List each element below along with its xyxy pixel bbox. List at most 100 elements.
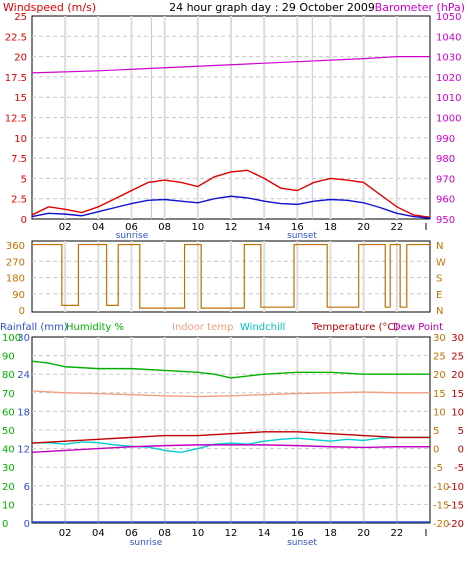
humidity-tick: 10 — [2, 500, 15, 511]
indoor-temp-tick: 15 — [433, 389, 446, 400]
indoor-temp-tick: -10 — [433, 482, 449, 493]
direction-compass-tick: N — [436, 306, 443, 317]
direction-compass-tick: W — [436, 257, 446, 268]
rainfall-tick: 12 — [17, 445, 30, 456]
temp-x-tick: 06 — [125, 528, 138, 539]
wind-x-tick: 20 — [357, 222, 370, 233]
windspeed-tick: 15 — [14, 93, 27, 104]
temperature-tick: -15 — [448, 500, 464, 511]
wind-x-tick: 06 — [125, 222, 138, 233]
temp-x-tick: 18 — [324, 528, 337, 539]
sunset-label-bottom: sunset — [287, 538, 317, 548]
wind-direction-series-line — [32, 243, 430, 309]
direction-panel-grid — [32, 241, 430, 312]
humidity-series-line — [31, 360, 430, 379]
wind-gust-series-line — [31, 169, 431, 219]
barometer-tick: 950 — [436, 215, 455, 226]
rainfall-tick: 6 — [24, 482, 30, 493]
windspeed-tick: 12.5 — [5, 114, 27, 125]
indoor-temp-tick: 5 — [433, 426, 439, 437]
temperature-tick: 20 — [451, 370, 464, 381]
indoor-temp-tick: 25 — [433, 352, 446, 363]
windspeed-tick: 20 — [14, 53, 27, 64]
rainfall-tick-labels: 30 24 18 12 6 0 — [17, 333, 30, 530]
windspeed-axis-title: Windspeed (m/s) — [3, 1, 96, 14]
barometer-tick: 1050 — [436, 12, 461, 23]
indoor-temp-tick: 20 — [433, 370, 446, 381]
indoor-temp-tick: 0 — [433, 445, 439, 456]
barometer-tick-labels: 1050 1040 1030 1020 1010 1000 990 980 970 960 950 — [436, 12, 461, 226]
rainfall-tick: 24 — [17, 370, 30, 381]
wind-x-tick: 02 — [59, 222, 72, 233]
direction-compass-tick: S — [436, 274, 442, 285]
humidity-tick: 90 — [2, 352, 15, 363]
temp-x-tick: 02 — [59, 528, 72, 539]
humidity-tick: 100 — [2, 333, 21, 344]
humidity-tick: 60 — [2, 407, 15, 418]
windspeed-tick: 7.5 — [11, 154, 27, 165]
legend-windchill: Windchill — [240, 322, 285, 333]
wind-x-end-tick: I — [425, 222, 428, 233]
temp-panel-grid — [32, 337, 430, 523]
barometer-axis-title: Barometer (hPa) — [375, 1, 465, 14]
humidity-tick: 0 — [2, 519, 8, 530]
wind-x-tick: 12 — [225, 222, 238, 233]
legend-humidity: Humidity % — [66, 322, 124, 333]
indoor-temp-tick: -15 — [433, 500, 449, 511]
windspeed-tick: 0 — [21, 215, 27, 226]
windspeed-tick: 10 — [14, 134, 27, 145]
sunset-label-top: sunset — [287, 231, 317, 241]
direction-degree-tick: 270 — [6, 257, 25, 268]
sunrise-label-top: sunrise — [116, 231, 149, 241]
temperature-tick: 10 — [451, 407, 464, 418]
direction-degree-tick: 180 — [6, 274, 25, 285]
barometer-tick: 1000 — [436, 114, 461, 125]
temperature-series-line — [31, 431, 430, 444]
humidity-tick: 80 — [2, 370, 15, 381]
rainfall-tick: 0 — [24, 519, 30, 530]
direction-degree-tick: 90 — [12, 290, 25, 301]
temp-x-tick: 10 — [191, 528, 204, 539]
barometer-tick: 990 — [436, 134, 455, 145]
indoor-temp-tick: -5 — [433, 463, 443, 474]
temp-x-tick: 20 — [357, 528, 370, 539]
direction-compass-tick: E — [436, 290, 442, 301]
temperature-tick: 15 — [451, 389, 464, 400]
temperature-tick: -5 — [454, 463, 464, 474]
windspeed-tick: 5 — [21, 174, 27, 185]
temperature-tick: -10 — [448, 482, 464, 493]
barometer-tick: 1020 — [436, 73, 461, 84]
wind-x-tick: 16 — [291, 222, 304, 233]
barometer-tick: 1040 — [436, 32, 461, 43]
humidity-tick: 20 — [2, 482, 15, 493]
direction-degree-labels: 360 270 180 90 0 — [6, 241, 25, 317]
wind-panel-x-labels: 02 04 06 08 10 12 14 16 18 20 22 I — [59, 222, 428, 233]
wind-x-tick: 04 — [92, 222, 105, 233]
sunrise-label-bottom: sunrise — [130, 538, 163, 548]
temperature-tick: 30 — [451, 333, 464, 344]
temp-x-tick: 08 — [158, 528, 171, 539]
indoor-temp-tick: -20 — [433, 519, 449, 530]
temperature-tick: -20 — [448, 519, 464, 530]
indoor-temp-tick: 30 — [433, 333, 446, 344]
temp-x-tick: 14 — [258, 528, 271, 539]
temp-x-tick: 22 — [390, 528, 403, 539]
barometer-tick: 970 — [436, 174, 455, 185]
temp-x-tick: 16 — [291, 528, 304, 539]
wind-x-tick: 08 — [158, 222, 171, 233]
temperature-tick-labels: 30 25 20 15 10 5 0 -5 -10 -15 -20 — [448, 333, 464, 530]
temp-x-tick: 04 — [92, 528, 105, 539]
wind-x-tick: 14 — [258, 222, 271, 233]
windspeed-tick: 25 — [14, 12, 27, 23]
wind-panel-grid — [32, 16, 430, 219]
wind-x-tick: 18 — [324, 222, 337, 233]
humidity-tick: 70 — [2, 389, 15, 400]
barometer-tick: 1030 — [436, 53, 461, 64]
humidity-tick: 40 — [2, 445, 15, 456]
dew-point-series-line — [31, 444, 430, 454]
direction-compass-tick: N — [436, 241, 443, 252]
